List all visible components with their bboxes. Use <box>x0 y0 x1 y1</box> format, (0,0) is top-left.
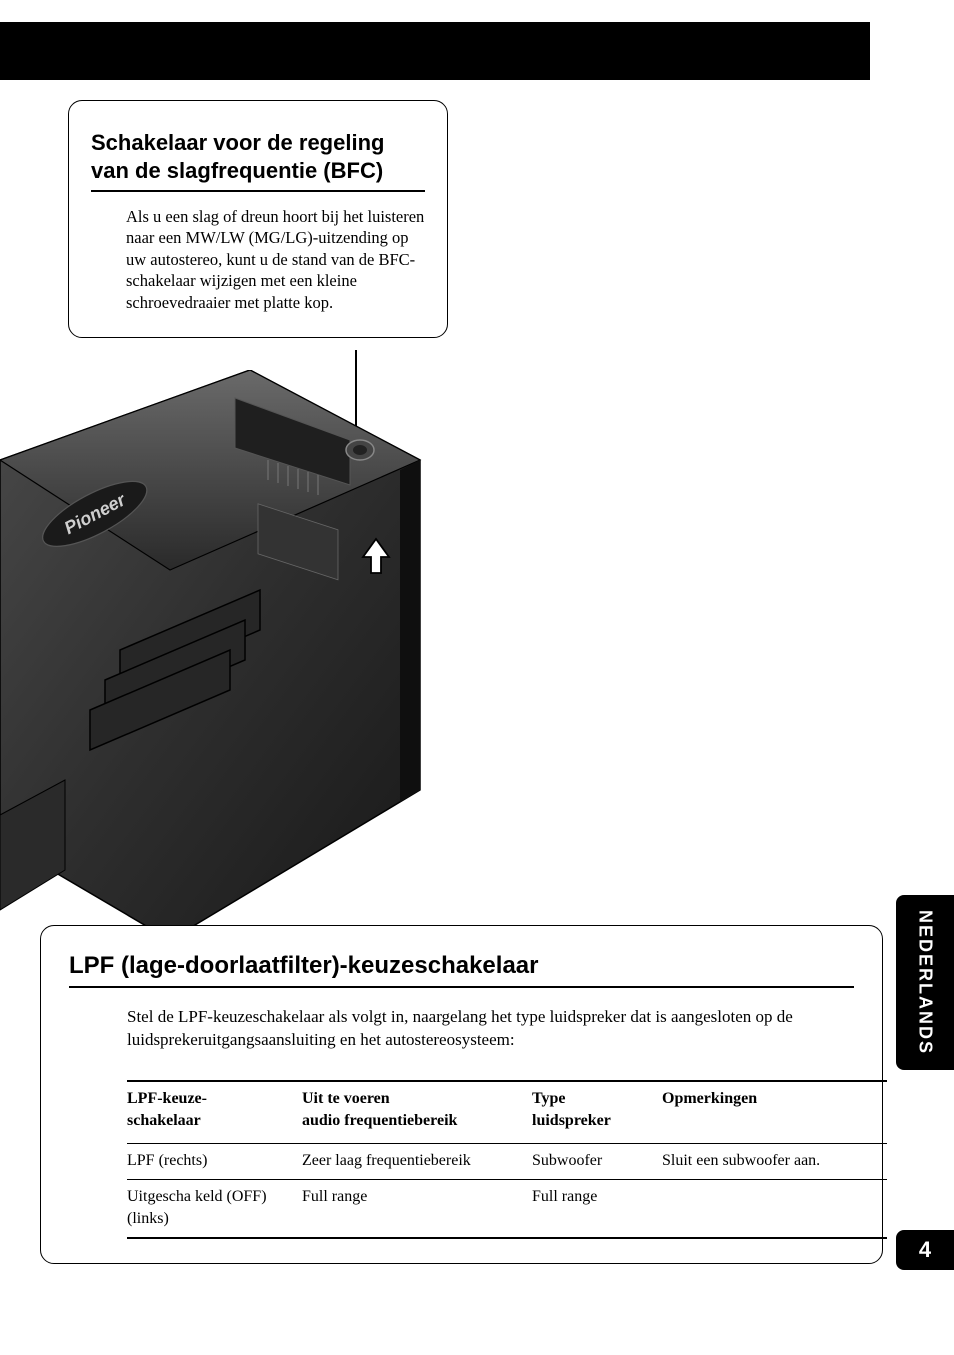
bfc-callout-title: Schakelaar voor de regeling van de slagf… <box>91 129 425 192</box>
lpf-section-body: Stel de LPF-keuzeschakelaar als volgt in… <box>69 1006 854 1052</box>
cell-freq: Full range <box>302 1180 532 1239</box>
language-tab: NEDERLANDS <box>896 895 954 1070</box>
cell-type: Subwoofer <box>532 1143 662 1180</box>
lpf-th-switch: LPF-keuze- schakelaar <box>127 1081 302 1143</box>
lpf-th-notes: Opmerkingen <box>662 1081 887 1143</box>
cell-notes <box>662 1180 887 1239</box>
lpf-section-title: LPF (lage-doorlaatfilter)-keuzeschakelaa… <box>69 952 854 988</box>
table-row: Uitgescha keld (OFF) (links) Full range … <box>127 1180 887 1239</box>
bfc-callout-box: Schakelaar voor de regeling van de slagf… <box>68 100 448 338</box>
cell-switch: LPF (rechts) <box>127 1143 302 1180</box>
cell-freq: Zeer laag frequentiebereik <box>302 1143 532 1180</box>
table-row: LPF (rechts) Zeer laag frequentiebereik … <box>127 1143 887 1180</box>
cell-switch: Uitgescha keld (OFF) (links) <box>127 1180 302 1239</box>
lpf-section-box: LPF (lage-doorlaatfilter)-keuzeschakelaa… <box>40 925 883 1264</box>
cell-notes: Sluit een subwoofer aan. <box>662 1143 887 1180</box>
arrow-up-icon <box>355 535 397 577</box>
page-number: 4 <box>896 1230 954 1270</box>
lpf-th-type: Type luidspreker <box>532 1081 662 1143</box>
bfc-callout-body: Als u een slag of dreun hoort bij het lu… <box>91 206 425 313</box>
cell-type: Full range <box>532 1180 662 1239</box>
lpf-table: LPF-keuze- schakelaar Uit te voeren audi… <box>127 1080 887 1240</box>
lpf-th-freq: Uit te voeren audio frequentiebereik <box>302 1081 532 1143</box>
top-header-bar <box>0 22 870 80</box>
device-illustration: Pioneer <box>0 370 450 940</box>
